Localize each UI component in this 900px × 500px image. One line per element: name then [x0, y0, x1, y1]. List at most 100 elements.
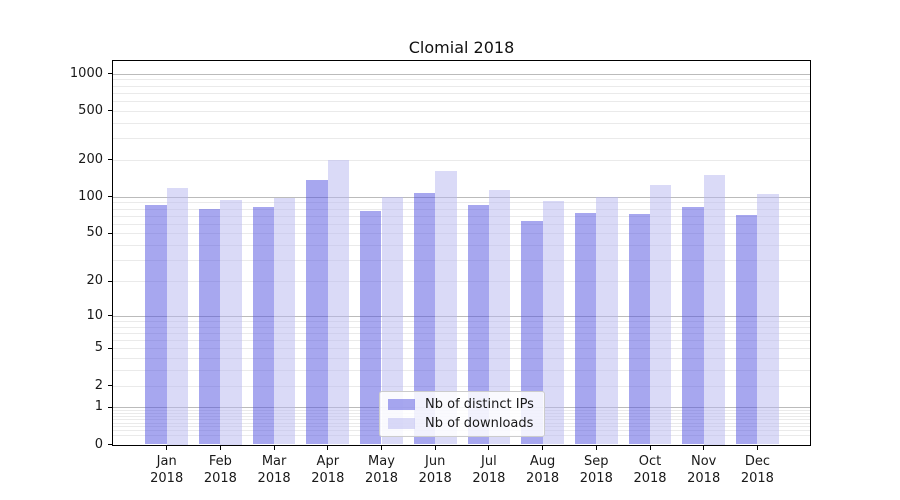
gridline-minor [113, 340, 810, 341]
bar-distinct-ips-jun [413, 192, 436, 445]
x-tick-mark [219, 444, 221, 450]
y-tick-mark [108, 232, 113, 234]
bar-distinct-ips-apr [306, 180, 328, 445]
gridline-minor [113, 260, 810, 262]
x-tick-label-feb: Feb 2018 [203, 453, 237, 486]
gridline-minor [113, 101, 810, 102]
y-tick-mark [108, 110, 113, 112]
legend-label: Nb of downloads [425, 416, 534, 431]
gridline-minor [113, 215, 810, 217]
y-tick-label-500: 500 [78, 102, 103, 118]
gridline-minor [113, 85, 810, 87]
gridline-minor [113, 370, 810, 372]
x-tick-label-oct: Oct 2018 [633, 453, 667, 486]
x-tick-mark [434, 444, 436, 450]
bar-downloads-oct [650, 184, 672, 445]
bar-distinct-ips-feb [199, 208, 221, 445]
legend-item-1: Nb of downloads [388, 416, 536, 431]
y-tick-mark [108, 159, 113, 161]
y-tick-mark [108, 385, 113, 386]
bar-distinct-ips-may [360, 210, 382, 445]
y-tick-label-200: 200 [78, 151, 103, 167]
gridline-minor [113, 92, 810, 94]
y-tick-label-100: 100 [78, 188, 103, 204]
bar-downloads-dec [757, 193, 779, 445]
bar-distinct-ips-sep [574, 212, 597, 445]
x-tick-mark [488, 444, 490, 450]
x-tick-label-jan: Jan 2018 [150, 453, 184, 486]
gridline-minor [113, 202, 810, 204]
gridline-minor [113, 281, 810, 283]
gridline-minor [113, 110, 810, 112]
y-tick-label-2: 2 [94, 377, 103, 393]
bar-downloads-apr [327, 159, 350, 445]
legend-label: Nb of distinct IPs [425, 397, 534, 412]
bar-distinct-ips-aug [521, 221, 543, 445]
bar-downloads-jan [166, 188, 189, 445]
x-tick-mark [649, 444, 651, 450]
y-tick-label-5: 5 [94, 340, 103, 356]
x-tick-label-mar: Mar 2018 [257, 453, 291, 486]
bar-downloads-nov [703, 174, 726, 445]
bar-downloads-jul [488, 189, 511, 445]
bar-distinct-ips-jul [467, 204, 489, 445]
y-tick-label-0: 0 [94, 436, 103, 452]
gridline-minor [113, 348, 810, 350]
y-tick-label-10: 10 [86, 307, 103, 323]
y-tick-label-1000: 1000 [69, 65, 103, 81]
gridline-minor [113, 358, 810, 360]
x-tick-label-aug: Aug 2018 [526, 453, 560, 486]
y-tick-mark [108, 280, 113, 282]
y-tick-mark [108, 347, 113, 349]
x-tick-mark [166, 444, 168, 450]
x-tick-mark [381, 444, 382, 450]
legend-item-0: Nb of distinct IPs [388, 397, 536, 412]
x-tick-label-jun: Jun 2018 [418, 453, 452, 486]
bar-downloads-sep [596, 196, 618, 445]
bar-downloads-feb [220, 199, 242, 445]
x-tick-label-nov: Nov 2018 [687, 453, 721, 486]
y-tick-mark [108, 444, 113, 445]
y-tick-mark [108, 73, 113, 75]
bar-downloads-aug [542, 201, 564, 445]
plot-area [113, 61, 810, 445]
x-tick-mark [703, 444, 705, 450]
gridline-minor [113, 122, 810, 124]
x-tick-mark [756, 444, 758, 450]
gridline-minor [113, 233, 810, 235]
x-tick-label-jul: Jul 2018 [472, 453, 506, 486]
gridline-minor [113, 326, 810, 328]
x-tick-mark [273, 444, 275, 450]
x-tick-mark [327, 444, 329, 450]
gridline-major [113, 196, 810, 198]
bar-downloads-mar [274, 198, 296, 445]
y-tick-label-50: 50 [86, 225, 103, 241]
bar-distinct-ips-mar [252, 207, 275, 445]
gridline-major [113, 315, 810, 317]
legend-swatch-icon [388, 418, 415, 429]
x-tick-label-sep: Sep 2018 [579, 453, 613, 486]
y-tick-label-20: 20 [86, 273, 103, 289]
bar-downloads-jun [435, 171, 457, 445]
chart-title: Clomial 2018 [408, 38, 515, 57]
legend-swatch-icon [388, 399, 415, 410]
bar-distinct-ips-oct [628, 214, 650, 445]
gridline-minor [113, 385, 810, 387]
bar-distinct-ips-dec [736, 214, 758, 445]
gridline-minor [113, 159, 810, 161]
gridline-minor [113, 332, 810, 334]
gridline-minor [113, 138, 810, 140]
bar-distinct-ips-nov [682, 207, 704, 445]
x-tick-label-dec: Dec 2018 [740, 453, 774, 486]
x-tick-label-apr: Apr 2018 [311, 453, 345, 486]
y-tick-mark [108, 196, 113, 198]
gridline-minor [113, 79, 810, 81]
gridline-minor [113, 245, 810, 247]
y-tick-mark [108, 406, 113, 408]
gridline-minor [113, 320, 810, 322]
x-tick-mark [542, 444, 544, 450]
x-tick-label-may: May 2018 [364, 453, 399, 486]
bar-downloads-may [381, 197, 403, 445]
y-tick-label-1: 1 [94, 399, 103, 415]
